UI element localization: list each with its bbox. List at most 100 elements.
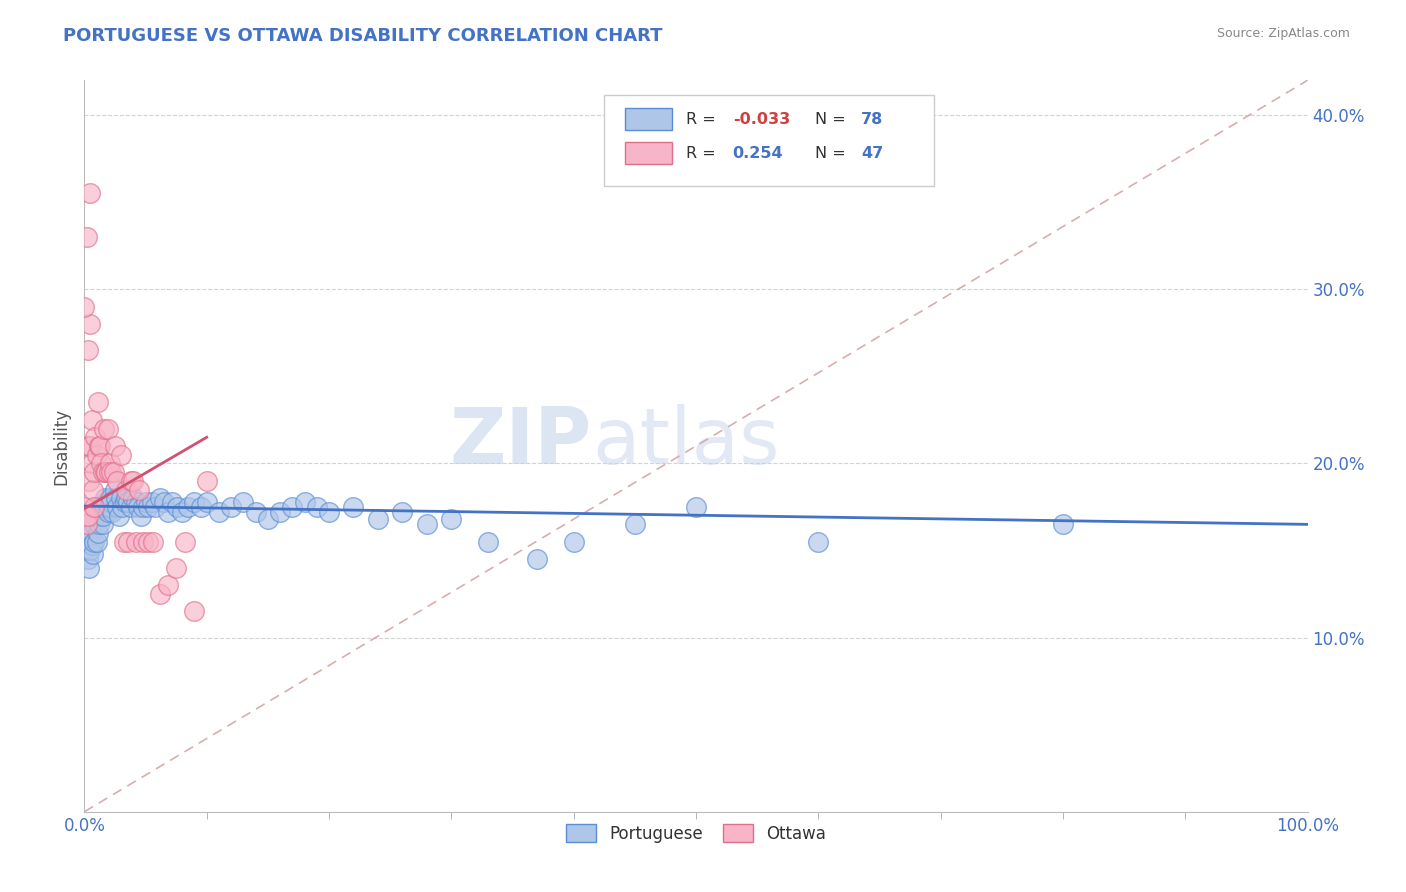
Point bbox=[153, 494, 176, 508]
Point bbox=[98, 491, 121, 506]
Point bbox=[172, 505, 194, 519]
Point bbox=[80, 538, 103, 552]
Point bbox=[77, 439, 100, 453]
Point bbox=[76, 517, 98, 532]
Point bbox=[87, 517, 110, 532]
Text: ZIP: ZIP bbox=[450, 404, 592, 481]
Point bbox=[195, 494, 218, 508]
Point bbox=[125, 534, 148, 549]
Point bbox=[112, 534, 135, 549]
Point bbox=[195, 474, 218, 488]
Point bbox=[114, 494, 136, 508]
Point bbox=[87, 395, 110, 409]
Text: atlas: atlas bbox=[592, 404, 779, 481]
Point bbox=[79, 439, 101, 453]
Point bbox=[120, 500, 142, 514]
Point bbox=[98, 457, 121, 471]
Point bbox=[125, 494, 148, 508]
Point bbox=[97, 421, 120, 435]
Point bbox=[83, 465, 105, 479]
Point bbox=[115, 483, 138, 497]
Point bbox=[135, 494, 157, 508]
Point bbox=[120, 474, 142, 488]
Point bbox=[84, 430, 107, 444]
Text: 78: 78 bbox=[860, 112, 883, 127]
Point bbox=[89, 439, 111, 453]
Point bbox=[86, 448, 108, 462]
Point bbox=[624, 517, 647, 532]
Point bbox=[190, 500, 212, 514]
Point bbox=[141, 494, 163, 508]
FancyBboxPatch shape bbox=[626, 143, 672, 164]
Point bbox=[136, 534, 159, 549]
Point bbox=[94, 465, 117, 479]
Point bbox=[91, 508, 114, 523]
Point bbox=[129, 508, 152, 523]
Text: 0.254: 0.254 bbox=[733, 146, 783, 161]
Point bbox=[87, 526, 110, 541]
Point bbox=[91, 465, 114, 479]
Point bbox=[281, 500, 304, 514]
Point bbox=[76, 230, 98, 244]
Point bbox=[111, 500, 134, 514]
Point bbox=[232, 494, 254, 508]
Point bbox=[103, 465, 125, 479]
Point bbox=[96, 494, 118, 508]
Point bbox=[77, 343, 100, 358]
Point bbox=[73, 300, 96, 314]
Point bbox=[73, 521, 96, 535]
Text: N =: N = bbox=[814, 146, 851, 161]
Point bbox=[105, 474, 128, 488]
Point bbox=[245, 505, 267, 519]
Text: -0.033: -0.033 bbox=[733, 112, 790, 127]
Point bbox=[342, 500, 364, 514]
Point bbox=[128, 483, 150, 497]
Point bbox=[96, 465, 118, 479]
Point bbox=[93, 500, 115, 514]
Y-axis label: Disability: Disability bbox=[52, 408, 70, 484]
Point bbox=[97, 465, 120, 479]
Point bbox=[82, 547, 104, 561]
Text: R =: R = bbox=[686, 112, 721, 127]
Point bbox=[75, 508, 97, 523]
Point bbox=[156, 505, 179, 519]
Text: R =: R = bbox=[686, 146, 725, 161]
Point bbox=[115, 491, 138, 506]
Point bbox=[156, 578, 179, 592]
Point bbox=[416, 517, 439, 532]
Point bbox=[79, 317, 101, 331]
Point bbox=[87, 439, 110, 453]
Point bbox=[132, 534, 155, 549]
Point bbox=[807, 534, 830, 549]
Point bbox=[1052, 517, 1074, 532]
Point bbox=[107, 508, 129, 523]
Legend: Portuguese, Ottawa: Portuguese, Ottawa bbox=[558, 816, 834, 851]
Point bbox=[110, 491, 132, 506]
Point bbox=[73, 500, 96, 514]
Text: PORTUGUESE VS OTTAWA DISABILITY CORRELATION CHART: PORTUGUESE VS OTTAWA DISABILITY CORRELAT… bbox=[63, 27, 662, 45]
Point bbox=[86, 534, 108, 549]
Point bbox=[104, 439, 127, 453]
Point bbox=[83, 534, 105, 549]
Point bbox=[142, 534, 165, 549]
FancyBboxPatch shape bbox=[626, 108, 672, 130]
Point bbox=[89, 508, 111, 523]
Point bbox=[122, 474, 145, 488]
Point bbox=[149, 491, 172, 506]
Point bbox=[477, 534, 499, 549]
Point bbox=[562, 534, 585, 549]
Point bbox=[166, 500, 188, 514]
Point bbox=[100, 465, 122, 479]
Point bbox=[97, 505, 120, 519]
Point bbox=[94, 491, 117, 506]
Point bbox=[77, 508, 100, 523]
Point bbox=[80, 457, 103, 471]
Point bbox=[219, 500, 242, 514]
Point bbox=[183, 604, 205, 618]
Point bbox=[305, 500, 328, 514]
Point bbox=[127, 500, 149, 514]
Text: N =: N = bbox=[814, 112, 851, 127]
Point bbox=[110, 448, 132, 462]
Point bbox=[90, 500, 112, 514]
Point bbox=[117, 534, 139, 549]
